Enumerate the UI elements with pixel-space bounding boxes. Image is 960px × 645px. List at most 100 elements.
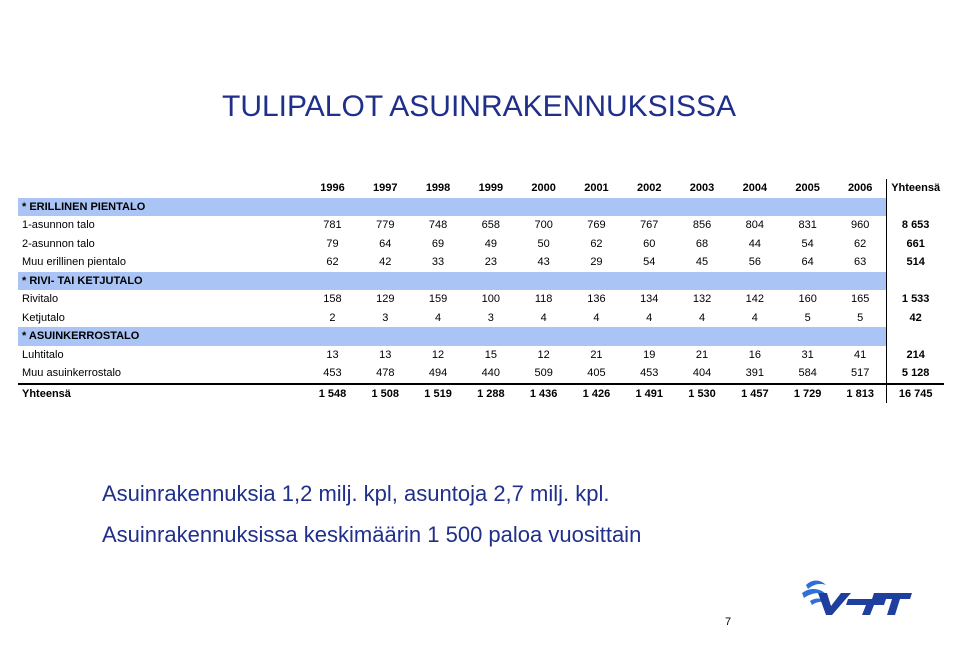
cell-value: 15	[484, 348, 497, 361]
cell-value: 118	[534, 293, 553, 306]
grand-total-value: 1 457	[728, 382, 782, 403]
cell-value: 517	[851, 367, 870, 380]
section-total-blank	[886, 197, 944, 216]
grand-total-value: 1 508	[358, 382, 412, 403]
cell-value: 748	[428, 219, 448, 232]
cell-value: 700	[534, 219, 553, 232]
grand-total-value: 1 491	[622, 382, 676, 403]
year-header: 1999	[478, 182, 504, 195]
total-header: Yhteensä	[886, 179, 944, 198]
cell-value: 129	[376, 293, 395, 306]
cell-value: 16	[748, 348, 761, 361]
cell-value: 134	[640, 293, 659, 306]
row-label: Muu erillinen pientalo	[22, 256, 126, 269]
row-label: Rivitalo	[22, 293, 59, 306]
header-blank	[18, 179, 306, 198]
cell-value: 49	[484, 237, 497, 250]
year-header: 2002	[637, 182, 662, 195]
slide-title: TULIPALOT ASUINRAKENNUKSISSA	[222, 90, 737, 123]
table-row: 2-asunnon talo 79 64 69 49 50 62 60 68 44 54 62 661	[18, 234, 944, 253]
cell-value: 33	[431, 256, 445, 269]
cell-value: 391	[745, 367, 765, 380]
cell-value: 60	[643, 237, 656, 250]
year-header: 2005	[795, 182, 820, 195]
section-row: * RIVI- TAI KETJUTALO	[18, 271, 944, 290]
cell-value: 3	[382, 311, 389, 324]
row-label: 1-asunnon talo	[22, 219, 95, 232]
cell-value: 4	[540, 311, 547, 324]
section-row: * ERILLINEN PIENTALO	[18, 197, 944, 216]
row-total: 42	[886, 308, 944, 327]
cell-value: 31	[801, 348, 814, 361]
cell-value: 42	[379, 256, 392, 269]
table-row: Muu asuinkerrostalo 453 478 494 440 509 405 453…	[18, 364, 944, 384]
grand-total-value: 1 426	[570, 382, 623, 403]
grand-total-value: 1 436	[517, 382, 571, 403]
cell-value: 136	[587, 293, 606, 306]
cell-value: 54	[643, 256, 656, 269]
cell-value: 62	[854, 237, 867, 250]
row-total: 5 128	[886, 364, 944, 384]
row-total: 214	[886, 345, 944, 364]
table-row: Ketjutalo 2 3 4 3 4 4 4 4 4 5 5 42	[18, 308, 944, 327]
cell-value: 41	[854, 348, 867, 361]
table-row: 1-asunnon talo 781 779 748 658 700 769 767 856 80…	[18, 216, 944, 235]
cell-value: 831	[798, 219, 817, 232]
table-body: 1996 1997 1998 1999 2000 2001 2002 2003 2004 2005…	[18, 179, 944, 403]
cell-value: 3	[487, 311, 494, 324]
row-total: 8 653	[886, 216, 944, 235]
cell-value: 4	[593, 311, 600, 324]
cell-value: 142	[745, 293, 765, 306]
cell-value: 13	[326, 348, 339, 361]
cell-value: 960	[851, 219, 870, 232]
section-total-blank	[886, 327, 944, 346]
cell-value: 62	[326, 256, 339, 269]
cell-value: 132	[692, 293, 712, 306]
cell-value: 4	[434, 311, 442, 324]
year-header: 2004	[742, 182, 768, 195]
cell-value: 767	[640, 219, 659, 232]
table-row: Rivitalo 158 129 159 100 118 136 134 132 142 160 16…	[18, 290, 944, 309]
cell-value: 5	[804, 311, 811, 324]
table-row: Luhtitalo 13 13 12 15 12 21 19 21 16 31 41 214	[18, 345, 944, 364]
year-header: 2000	[531, 182, 556, 195]
cell-value: 12	[431, 348, 445, 361]
cell-value: 23	[484, 256, 497, 269]
cell-value: 100	[481, 293, 501, 306]
cell-value: 68	[695, 237, 709, 250]
cell-value: 158	[323, 293, 342, 306]
header-row: 1996 1997 1998 1999 2000 2001 2002 2003 2004 2005…	[18, 179, 944, 198]
year-header: 1996	[320, 182, 345, 195]
vtt-logo	[802, 580, 912, 615]
cell-value: 440	[481, 367, 501, 380]
cell-value: 64	[801, 256, 814, 269]
cell-value: 5	[857, 311, 864, 324]
cell-value: 160	[798, 293, 817, 306]
cell-value: 21	[590, 348, 603, 361]
cell-value: 62	[590, 237, 603, 250]
cell-value: 478	[376, 367, 395, 380]
grand-total-sum: 16 745	[886, 382, 944, 403]
row-label: Ketjutalo	[22, 311, 65, 324]
section-title: * RIVI- TAI KETJUTALO	[18, 271, 887, 290]
grand-total-value: 1 813	[834, 382, 887, 403]
grand-total-label: Yhteensä	[18, 382, 307, 403]
cell-value: 29	[590, 256, 603, 269]
fires-table: 1996 1997 1998 1999 2000 2001 2002 2003 2004 2005…	[18, 179, 944, 403]
cell-value: 2	[329, 311, 336, 324]
year-header: 1998	[425, 182, 451, 195]
table-row: Muu erillinen pientalo 62 42 33 23 43 29 54 45 56…	[18, 253, 944, 272]
page-number: 7	[725, 616, 732, 628]
section-title: * ERILLINEN PIENTALO	[18, 197, 887, 216]
cell-value: 43	[537, 256, 550, 269]
year-header: 2001	[584, 182, 609, 195]
cell-value: 21	[695, 348, 709, 361]
cell-value: 584	[798, 367, 817, 380]
cell-value: 509	[534, 367, 553, 380]
cell-value: 804	[745, 219, 765, 232]
note-buildings: Asuinrakennuksia 1,2 milj. kpl, asuntoja…	[102, 481, 610, 506]
cell-value: 781	[323, 219, 342, 232]
year-header: 1997	[373, 182, 398, 195]
row-total: 514	[886, 253, 944, 272]
cell-value: 4	[646, 311, 653, 324]
